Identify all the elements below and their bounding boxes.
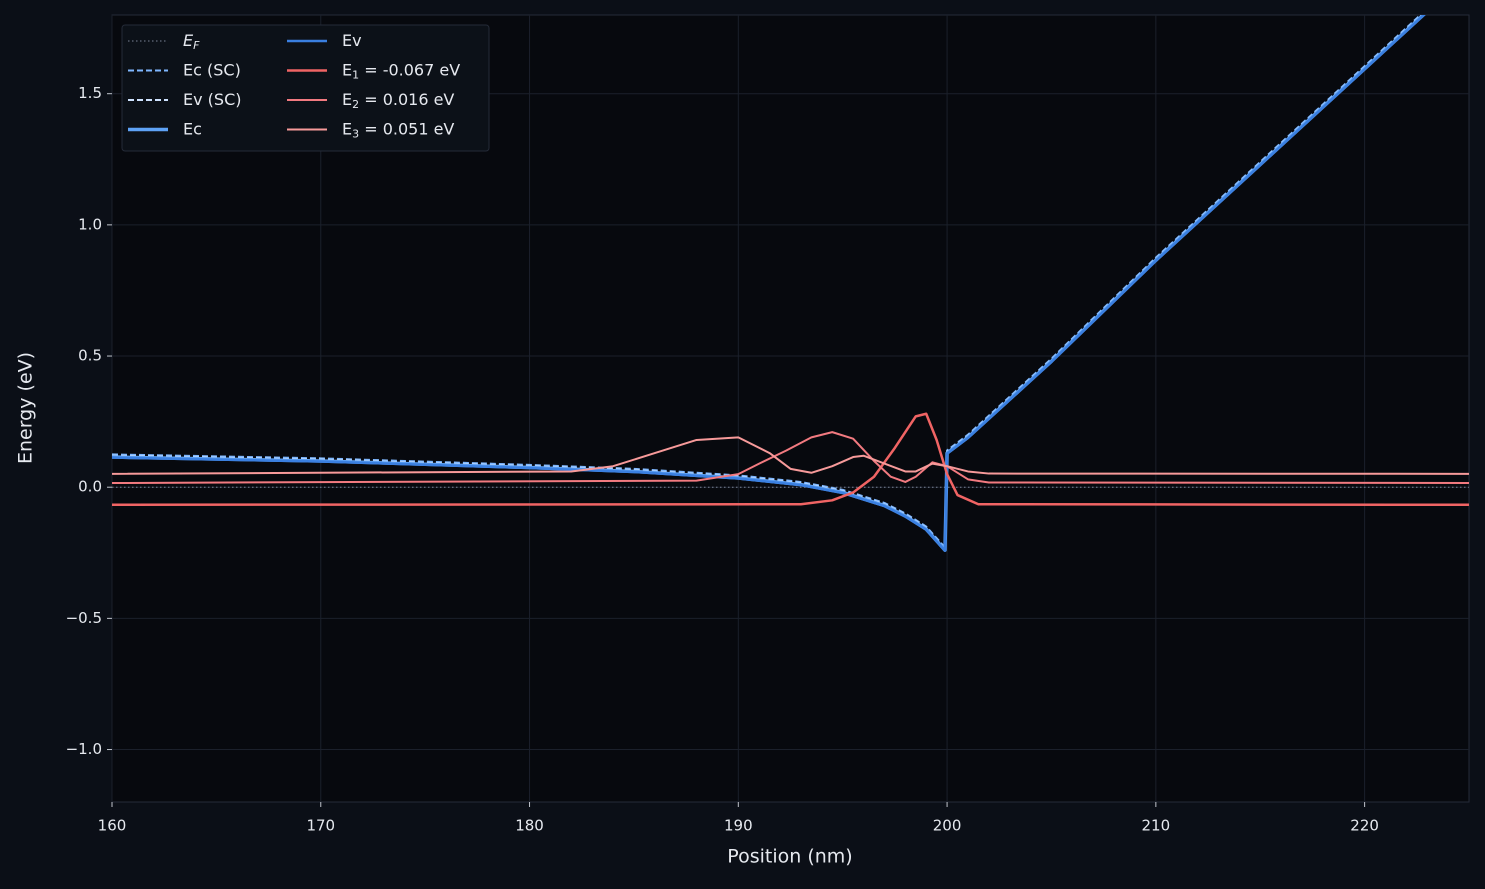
legend-name: E xyxy=(183,31,194,50)
x-tick-label: 210 xyxy=(1142,817,1171,835)
x-tick-label: 180 xyxy=(515,817,544,835)
legend-label: Ec (SC) xyxy=(183,60,241,79)
legend-name: Ec (SC) xyxy=(183,60,241,79)
legend-subscript: F xyxy=(193,39,200,52)
x-tick-label: 200 xyxy=(933,817,962,835)
series-line xyxy=(112,15,1426,552)
legend-label: EF xyxy=(183,31,200,53)
legend-subscript: 2 xyxy=(352,98,359,111)
legend-label: E3 = 0.051 eV xyxy=(342,119,454,141)
legend-name: E xyxy=(342,60,352,79)
series-line xyxy=(112,412,1469,507)
y-tick-label: −0.5 xyxy=(66,609,102,627)
legend-subscript: 1 xyxy=(352,69,359,82)
plot-lines xyxy=(112,15,1469,552)
legend-label: Ev xyxy=(342,31,362,50)
legend-label: Ec xyxy=(183,119,202,138)
legend-name: E xyxy=(342,119,352,138)
x-axis-label: Position (nm) xyxy=(727,846,852,868)
y-axis-label: Energy (eV) xyxy=(15,352,37,464)
legend-suffix: = 0.051 eV xyxy=(359,119,454,138)
series-line xyxy=(112,436,1469,475)
y-tick-label: −1.0 xyxy=(66,740,102,758)
x-tick-label: 220 xyxy=(1350,817,1379,835)
x-tick-label: 170 xyxy=(306,817,335,835)
legend-suffix: = -0.067 eV xyxy=(359,60,460,79)
y-tick-label: 0.5 xyxy=(78,347,102,365)
series-line xyxy=(112,431,1469,485)
legend-subscript: 3 xyxy=(352,128,359,141)
legend-name: Ev (SC) xyxy=(183,90,241,109)
y-tick-label: 1.0 xyxy=(78,215,102,233)
x-tick-label: 160 xyxy=(98,817,127,835)
legend-label: Ev (SC) xyxy=(183,90,241,109)
x-tick-label: 190 xyxy=(724,817,753,835)
y-tick-label: 0.0 xyxy=(78,478,102,496)
legend-name: E xyxy=(342,90,352,109)
legend-label: E2 = 0.016 eV xyxy=(342,90,454,112)
legend-box xyxy=(121,24,490,152)
series-line xyxy=(112,15,1422,549)
y-tick-label: 1.5 xyxy=(78,84,102,102)
legend-label: E1 = -0.067 eV xyxy=(342,60,460,82)
legend-suffix: = 0.016 eV xyxy=(359,90,454,109)
legend-name: Ec xyxy=(183,119,202,138)
legend-name: Ev xyxy=(342,31,362,50)
